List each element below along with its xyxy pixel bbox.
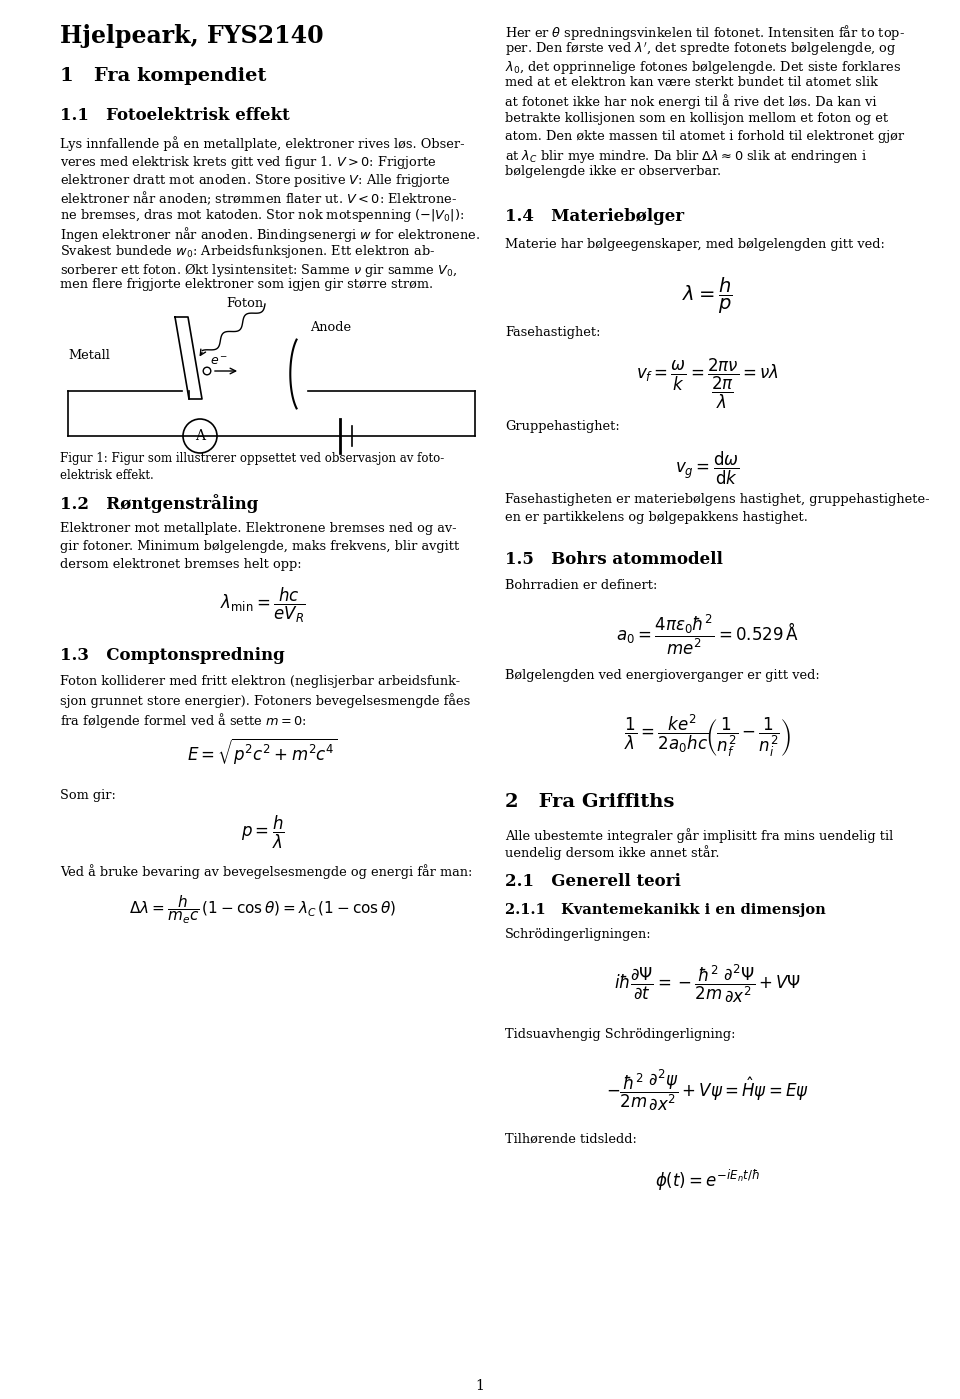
Text: $v_f = \dfrac{\omega}{k} = \dfrac{2\pi\nu}{\dfrac{2\pi}{\lambda}} = \nu\lambda$: $v_f = \dfrac{\omega}{k} = \dfrac{2\pi\n… [636,357,779,411]
Text: Lys innfallende på en metallplate, elektroner rives løs. Obser-: Lys innfallende på en metallplate, elekt… [60,136,465,151]
Text: Gruppehastighet:: Gruppehastighet: [505,420,620,434]
Text: $\dfrac{1}{\lambda} = \dfrac{ke^2}{2a_0hc}\!\left(\dfrac{1}{n_f^2} - \dfrac{1}{n: $\dfrac{1}{\lambda} = \dfrac{ke^2}{2a_0h… [624,713,791,760]
Text: at fotonet ikke har nok energi til å rive det løs. Da kan vi: at fotonet ikke har nok energi til å riv… [505,94,876,109]
Text: 1.4   Materiebølger: 1.4 Materiebølger [505,208,684,225]
Text: Materie har bølgeegenskaper, med bølgelengden gitt ved:: Materie har bølgeegenskaper, med bølgele… [505,238,885,252]
Polygon shape [175,318,202,399]
Text: Ved å bruke bevaring av bevegelsesmengde og energi får man:: Ved å bruke bevaring av bevegelsesmengde… [60,863,472,879]
Text: Alle ubestemte integraler går implisitt fra mins uendelig til: Alle ubestemte integraler går implisitt … [505,828,893,842]
Text: 1.5   Bohrs atommodell: 1.5 Bohrs atommodell [505,551,723,568]
Text: Foton: Foton [227,297,264,311]
Text: Bohrradien er definert:: Bohrradien er definert: [505,579,658,592]
Text: fra følgende formel ved å sette $m = 0$:: fra følgende formel ved å sette $m = 0$: [60,711,307,730]
Text: 2.1.1   Kvantemekanikk i en dimensjon: 2.1.1 Kvantemekanikk i en dimensjon [505,902,826,916]
Text: Bølgelengden ved energioverganger er gitt ved:: Bølgelengden ved energioverganger er git… [505,669,820,681]
Text: $v_g = \dfrac{\mathrm{d}\omega}{\mathrm{d}k}$: $v_g = \dfrac{\mathrm{d}\omega}{\mathrm{… [675,450,740,487]
Text: Fasehastighet:: Fasehastighet: [505,326,601,339]
Text: 1   Fra kompendiet: 1 Fra kompendiet [60,67,266,85]
Text: $e^-$: $e^-$ [210,355,228,368]
Text: gir fotoner. Minimum bølgelengde, maks frekvens, blir avgitt: gir fotoner. Minimum bølgelengde, maks f… [60,540,459,553]
Text: Tilhørende tidsledd:: Tilhørende tidsledd: [505,1133,636,1146]
Text: atom. Den økte massen til atomet i forhold til elektronet gjør: atom. Den økte massen til atomet i forho… [505,130,904,143]
Text: 1.3   Comptonspredning: 1.3 Comptonspredning [60,648,285,665]
Text: $\Delta\lambda = \dfrac{h}{m_e c}\,(1 - \cos\theta) = \lambda_C\,(1 - \cos\theta: $\Delta\lambda = \dfrac{h}{m_e c}\,(1 - … [129,894,396,926]
Text: at $\lambda_C$ blir mye mindre. Da blir $\Delta\lambda \approx 0$ slik at endrin: at $\lambda_C$ blir mye mindre. Da blir … [505,148,867,165]
Text: Ingen elektroner når anoden. Bindingsenergi $w$ for elektronene.: Ingen elektroner når anoden. Bindingsene… [60,225,480,243]
Text: elektrisk effekt.: elektrisk effekt. [60,469,154,483]
Text: Anode: Anode [310,320,351,334]
Text: uendelig dersom ikke annet står.: uendelig dersom ikke annet står. [505,845,719,860]
Text: en er partikkelens og bølgepakkens hastighet.: en er partikkelens og bølgepakkens hasti… [505,511,808,525]
Text: Foton kolliderer med fritt elektron (neglisjerbar arbeidsfunk-: Foton kolliderer med fritt elektron (neg… [60,676,460,688]
Text: ne bremses, dras mot katoden. Stor nok motspenning $(-|V_0|)$:: ne bremses, dras mot katoden. Stor nok m… [60,207,465,224]
Text: betrakte kollisjonen som en kollisjon mellom et foton og et: betrakte kollisjonen som en kollisjon me… [505,112,888,125]
Text: Schrödingerligningen:: Schrödingerligningen: [505,928,652,940]
Text: Svakest bundede $w_0$: Arbeidsfunksjonen. Ett elektron ab-: Svakest bundede $w_0$: Arbeidsfunksjonen… [60,243,435,260]
Text: elektroner dratt mot anoden. Store positive $V$: Alle frigjorte: elektroner dratt mot anoden. Store posit… [60,172,450,189]
Text: $-\dfrac{\hbar^2}{2m}\dfrac{\partial^2\psi}{\partial x^2} + V\psi = \hat{H}\psi : $-\dfrac{\hbar^2}{2m}\dfrac{\partial^2\p… [606,1067,809,1112]
Text: sjon grunnet store energier). Fotoners bevegelsesmengde fåes: sjon grunnet store energier). Fotoners b… [60,693,470,708]
Text: 1.1   Fotoelektrisk effekt: 1.1 Fotoelektrisk effekt [60,106,290,125]
Text: Her er $\theta$ spredningsvinkelen til fotonet. Intensiten får to top-: Her er $\theta$ spredningsvinkelen til f… [505,22,905,42]
Text: $a_0 = \dfrac{4\pi\epsilon_0\hbar^2}{me^2} = 0.529\,\mathrm{\AA}$: $a_0 = \dfrac{4\pi\epsilon_0\hbar^2}{me^… [616,613,799,658]
Text: per. Den første ved $\lambda'$, det spredte fotonets bølgelengde, og: per. Den første ved $\lambda'$, det spre… [505,41,897,59]
Text: Figur 1: Figur som illustrerer oppsettet ved observasjon av foto-: Figur 1: Figur som illustrerer oppsettet… [60,452,444,464]
Text: $i\hbar\dfrac{\partial\Psi}{\partial t} = -\dfrac{\hbar^2}{2m}\dfrac{\partial^2\: $i\hbar\dfrac{\partial\Psi}{\partial t} … [613,963,801,1004]
Text: elektroner når anoden; strømmen flater ut. $V < 0$: Elektrone-: elektroner når anoden; strømmen flater u… [60,189,457,207]
Text: 1: 1 [475,1379,485,1393]
Text: $\lambda = \dfrac{h}{p}$: $\lambda = \dfrac{h}{p}$ [683,276,732,316]
Text: $\lambda_0$, det opprinnelige fotones bølgelengde. Det siste forklares: $\lambda_0$, det opprinnelige fotones bø… [505,59,901,76]
Text: men flere frigjorte elektroner som igjen gir større strøm.: men flere frigjorte elektroner som igjen… [60,278,433,291]
Text: $p = \dfrac{h}{\lambda}$: $p = \dfrac{h}{\lambda}$ [241,814,284,851]
Text: Hjelpeark, FYS2140: Hjelpeark, FYS2140 [60,24,324,48]
Text: dersom elektronet bremses helt opp:: dersom elektronet bremses helt opp: [60,558,301,571]
Text: 1.2   Røntgenstråling: 1.2 Røntgenstråling [60,494,258,513]
Text: Tidsuavhengig Schrödingerligning:: Tidsuavhengig Schrödingerligning: [505,1028,735,1041]
Text: bølgelengde ikke er observerbar.: bølgelengde ikke er observerbar. [505,165,721,179]
Text: sorberer ett foton. Økt lysintensitet: Samme $\nu$ gir samme $V_0$,: sorberer ett foton. Økt lysintensitet: S… [60,260,457,278]
Text: Fasehastigheten er materiebølgens hastighet, gruppehastighete-: Fasehastigheten er materiebølgens hastig… [505,494,929,506]
Text: Metall: Metall [68,348,109,362]
Text: $\phi(t) = e^{-iE_n t/\hbar}$: $\phi(t) = e^{-iE_n t/\hbar}$ [655,1168,760,1193]
Text: $\lambda_{\min} = \dfrac{hc}{eV_R}$: $\lambda_{\min} = \dfrac{hc}{eV_R}$ [220,585,305,624]
Text: med at et elektron kan være sterkt bundet til atomet slik: med at et elektron kan være sterkt bunde… [505,77,877,90]
Text: veres med elektrisk krets gitt ved figur 1. $V > 0$: Frigjorte: veres med elektrisk krets gitt ved figur… [60,154,437,171]
Text: 2.1   Generell teori: 2.1 Generell teori [505,873,681,890]
Text: Elektroner mot metallplate. Elektronene bremses ned og av-: Elektroner mot metallplate. Elektronene … [60,522,457,534]
Text: Som gir:: Som gir: [60,789,116,802]
Text: $E = \sqrt{p^2c^2 + m^2c^4}$: $E = \sqrt{p^2c^2 + m^2c^4}$ [187,737,338,767]
Text: 2   Fra Griffiths: 2 Fra Griffiths [505,793,674,811]
Text: A: A [195,429,205,443]
